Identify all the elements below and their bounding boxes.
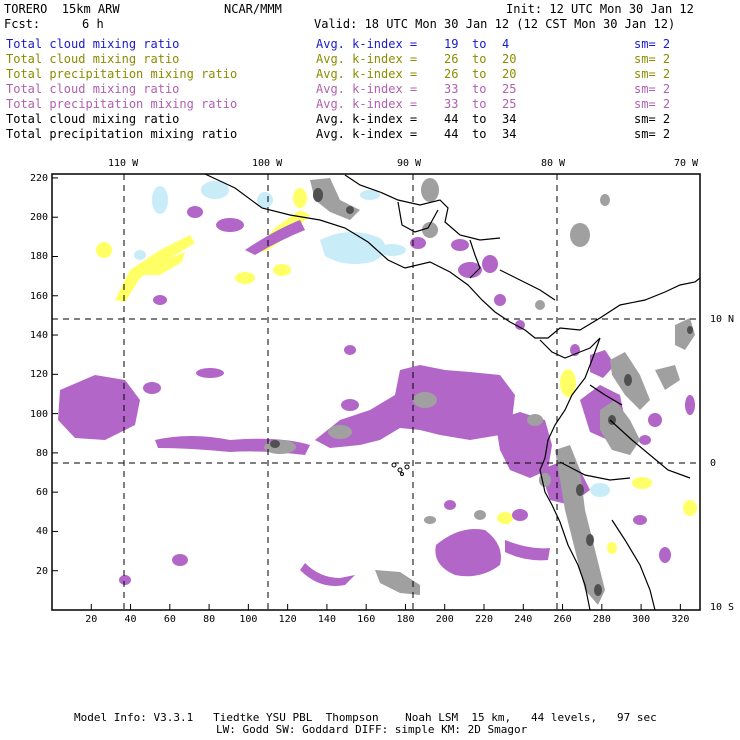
legend-k-start: 44	[444, 112, 459, 126]
x-tick-label: 20	[85, 614, 98, 625]
longitude-label: 80 W	[541, 158, 566, 169]
axis-tick-marks	[52, 177, 681, 610]
legend-avg-label: Avg. k-index =	[316, 37, 418, 51]
legend-avg-label: Avg. k-index =	[316, 82, 418, 96]
legend-k-start: 33	[444, 82, 459, 96]
latitude-label: 10 S	[710, 602, 735, 613]
legend-smoothing: sm= 2	[634, 52, 671, 66]
x-tick-label: 220	[475, 614, 494, 625]
x-tick-label: 300	[632, 614, 651, 625]
legend-k-end: 20	[502, 52, 517, 66]
legend-field-name: Total cloud mixing ratio	[6, 52, 180, 66]
dark-gray-areas	[270, 188, 693, 596]
legend-field-name: Total cloud mixing ratio	[6, 82, 180, 96]
legend-to-label: to	[472, 52, 487, 66]
latitude-label: 10 N	[710, 314, 735, 325]
x-tick-label: 260	[553, 614, 572, 625]
legend-k-end: 34	[502, 127, 517, 141]
legend-field-name: Total cloud mixing ratio	[6, 37, 180, 51]
y-tick-label: 160	[30, 290, 49, 302]
legend-smoothing: sm= 2	[634, 37, 671, 51]
legend-to-label: to	[472, 97, 487, 111]
legend-k-end: 4	[502, 37, 510, 51]
legend-k-start: 33	[444, 97, 459, 111]
forecast-label: Fcst:	[4, 17, 41, 31]
legend-k-start: 26	[444, 67, 459, 81]
y-tick-label: 180	[30, 251, 49, 263]
legend-avg-label: Avg. k-index =	[316, 112, 418, 126]
legend-to-label: to	[472, 112, 487, 126]
latlon-grid	[52, 174, 700, 610]
x-tick-label: 40	[124, 614, 137, 625]
galapagos-islands	[391, 462, 410, 476]
x-tick-label: 200	[435, 614, 454, 625]
legend-smoothing: sm= 2	[634, 82, 671, 96]
model-title: TORERO 15km ARW	[4, 2, 120, 16]
legend-k-start: 26	[444, 52, 459, 66]
forecast-hours: 6 h	[82, 17, 104, 31]
longitude-label: 70 W	[674, 158, 699, 169]
legend-field-name: Total precipitation mixing ratio	[6, 67, 238, 81]
legend-to-label: to	[472, 82, 487, 96]
y-tick-label: 20	[36, 565, 49, 577]
legend-k-start: 44	[444, 127, 459, 141]
y-tick-label: 100	[30, 408, 49, 420]
cyan-cloud-areas	[134, 181, 610, 497]
legend-smoothing: sm= 2	[634, 112, 671, 126]
y-tick-label: 60	[36, 487, 49, 499]
x-tick-label: 280	[592, 614, 611, 625]
y-tick-label: 220	[30, 172, 49, 184]
latitude-label: 0	[710, 458, 717, 469]
legend-to-label: to	[472, 37, 487, 51]
longitude-label: 100 W	[252, 158, 283, 169]
map-frame	[51, 173, 701, 611]
legend-k-start: 19	[444, 37, 459, 51]
x-tick-label: 180	[396, 614, 415, 625]
model-info-line1: Model Info: V3.3.1 Tiedtke YSU PBL Thomp…	[74, 711, 657, 724]
x-tick-label: 120	[278, 614, 297, 625]
legend-smoothing: sm= 2	[634, 67, 671, 81]
y-tick-label: 80	[36, 447, 49, 459]
x-tick-label: 60	[163, 614, 176, 625]
valid-time: Valid: 18 UTC Mon 30 Jan 12 (12 CST Mon …	[314, 17, 676, 31]
x-tick-label: 80	[203, 614, 216, 625]
coastlines	[204, 173, 701, 611]
y-tick-label: 40	[36, 526, 49, 538]
legend-avg-label: Avg. k-index =	[316, 67, 418, 81]
shading-layer	[58, 178, 697, 605]
legend-avg-label: Avg. k-index =	[316, 97, 418, 111]
model-info-line2: LW: Godd SW: Goddard DIFF: simple KM: 2D…	[216, 723, 528, 736]
x-tick-label: 320	[671, 614, 690, 625]
legend-field-name: Total precipitation mixing ratio	[6, 127, 238, 141]
legend-smoothing: sm= 2	[634, 127, 671, 141]
legend-field-name: Total cloud mixing ratio	[6, 112, 180, 126]
organization-label: NCAR/MMM	[224, 2, 282, 16]
legend-k-end: 25	[502, 82, 517, 96]
legend-avg-label: Avg. k-index =	[316, 52, 418, 66]
legend-k-end: 20	[502, 67, 517, 81]
x-tick-label: 240	[514, 614, 533, 625]
legend-avg-label: Avg. k-index =	[316, 127, 418, 141]
x-tick-label: 140	[317, 614, 336, 625]
y-tick-label: 200	[30, 212, 49, 224]
y-tick-label: 120	[30, 369, 49, 381]
legend-k-end: 25	[502, 97, 517, 111]
longitude-label: 90 W	[397, 158, 422, 169]
longitude-label: 110 W	[108, 158, 139, 169]
legend-k-end: 34	[502, 112, 517, 126]
init-time: Init: 12 UTC Mon 30 Jan 12	[506, 2, 694, 16]
legend-to-label: to	[472, 127, 487, 141]
legend-to-label: to	[472, 67, 487, 81]
x-tick-label: 100	[239, 614, 258, 625]
legend-field-name: Total precipitation mixing ratio	[6, 97, 238, 111]
legend-smoothing: sm= 2	[634, 97, 671, 111]
x-tick-label: 160	[357, 614, 376, 625]
y-tick-label: 140	[30, 330, 49, 342]
